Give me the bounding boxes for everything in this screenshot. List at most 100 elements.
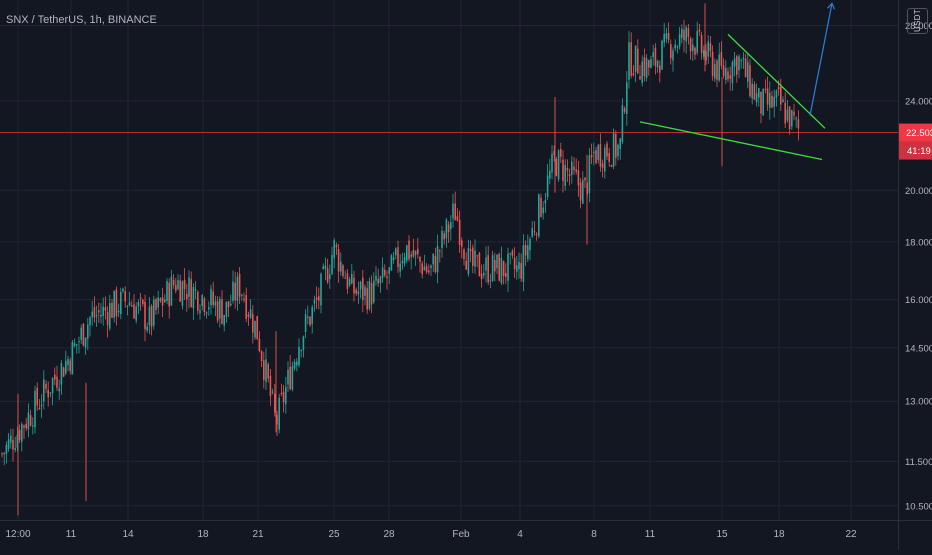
candle-body: [89, 317, 91, 326]
candle-body: [386, 276, 388, 278]
candle-body: [522, 245, 525, 282]
candle-body: [740, 60, 742, 62]
candle-body: [197, 291, 199, 311]
candle-body: [703, 50, 705, 57]
candle-body: [210, 288, 212, 306]
candle-body: [362, 277, 364, 301]
candle-body: [353, 277, 355, 294]
candle-body: [155, 299, 157, 310]
candle-body: [489, 280, 492, 282]
candle-body: [469, 249, 472, 251]
candle-body: [164, 299, 166, 302]
candle-body: [203, 298, 206, 313]
candle-body: [681, 28, 683, 38]
candle-body: [287, 369, 289, 385]
candle-body: [113, 290, 115, 318]
candle-body: [271, 391, 274, 393]
candle-body: [430, 265, 432, 269]
candle-body: [282, 391, 285, 403]
candle-body: [296, 361, 298, 366]
candle-body: [377, 278, 379, 284]
candle-body: [496, 254, 498, 269]
candle-body: [663, 34, 665, 43]
candle-body: [267, 364, 269, 379]
projection-arrow-head: [827, 2, 836, 10]
candle-body: [775, 90, 778, 98]
candle-body: [670, 44, 672, 59]
price-tick-label: 13.000: [905, 397, 932, 408]
candle-body: [447, 224, 450, 233]
candle-body: [458, 219, 461, 245]
candle-body: [551, 153, 553, 173]
candle-body: [159, 298, 162, 302]
candle-body: [331, 254, 333, 274]
candle-body: [483, 272, 485, 276]
candle-body: [216, 301, 219, 321]
candle-body: [659, 65, 661, 73]
candle-body: [507, 253, 509, 281]
candle-body: [742, 58, 745, 60]
candle-body: [71, 342, 74, 375]
candle-body: [610, 165, 613, 167]
candle-body: [280, 392, 283, 394]
candle-body: [318, 296, 320, 301]
candle-body: [608, 153, 610, 163]
candle-body: [564, 164, 566, 186]
candle-body: [172, 280, 175, 286]
candle-body: [12, 440, 14, 450]
candle-body: [208, 307, 210, 310]
candle-body: [533, 231, 536, 233]
candle-body: [249, 309, 252, 318]
price-tick-label: 28.000: [905, 21, 932, 32]
lower-trendline[interactable]: [639, 121, 823, 161]
candle-body: [472, 247, 474, 266]
candle-body: [84, 337, 87, 348]
candle-body: [788, 106, 791, 129]
price-tick-label: 14.500: [905, 343, 932, 354]
candle-body: [667, 32, 670, 40]
candle-body: [650, 59, 652, 69]
candle-body: [637, 48, 639, 74]
candle-body: [485, 257, 487, 271]
candle-body: [674, 44, 676, 49]
candle-body: [467, 247, 470, 275]
candle-body: [27, 412, 30, 430]
candle-body: [3, 452, 5, 455]
time-tick-label: 11: [645, 529, 656, 540]
candle-body: [505, 273, 507, 277]
candle-body: [524, 245, 527, 256]
candle-body: [254, 320, 256, 338]
candle-body: [623, 108, 626, 112]
candle-body: [791, 110, 793, 127]
currency-button[interactable]: USDT: [907, 8, 928, 34]
candle-body: [58, 388, 60, 392]
candle-body: [593, 151, 595, 154]
candle-body: [263, 360, 265, 380]
candle-body: [102, 306, 104, 316]
upper-trendline[interactable]: [727, 33, 826, 129]
candle-body: [720, 51, 723, 66]
price-tick-label: 10.500: [905, 501, 932, 512]
candle-body: [93, 307, 96, 318]
candle-body: [161, 296, 164, 306]
candle-body: [252, 314, 254, 333]
candle-body: [368, 281, 371, 309]
symbol-title[interactable]: SNX / TetherUS, 1h, BINANCE: [6, 14, 157, 26]
candle-body: [309, 316, 311, 326]
candle-body: [491, 255, 494, 281]
candle-body: [705, 51, 707, 61]
candle-body: [234, 282, 236, 301]
candle-body: [322, 266, 324, 269]
candle-body: [142, 299, 144, 305]
candle-body: [289, 366, 291, 390]
candle-body: [333, 239, 335, 259]
candle-body: [192, 286, 195, 309]
candle-body: [401, 260, 404, 264]
projection-arrow[interactable]: [809, 3, 833, 116]
candle-body: [645, 58, 648, 78]
candle-body: [769, 92, 771, 108]
candle-body: [513, 257, 516, 270]
candle-body: [575, 169, 577, 172]
